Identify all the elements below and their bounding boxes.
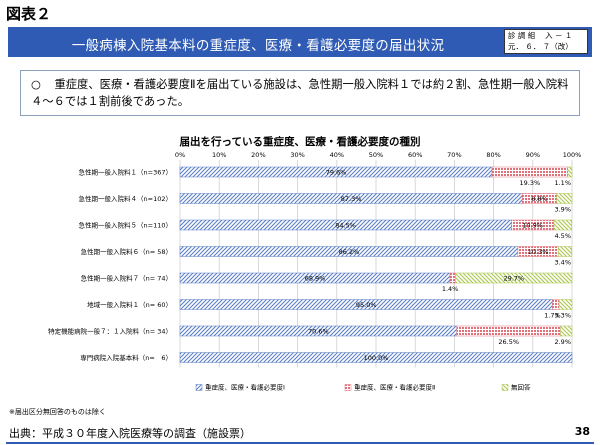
x-tick-label: 30% [290, 151, 304, 159]
category-label: 急性期一般入院料１（n=367） [79, 168, 172, 177]
x-tick-label: 60% [408, 151, 422, 159]
legend-label: 無回答 [511, 383, 531, 392]
x-tick-label: 40% [330, 151, 344, 159]
category-label: 急性期一般入院料５（n=110） [79, 221, 172, 230]
category-label: 急性期一般入院料４（n=102） [79, 194, 172, 203]
bar-segment [553, 219, 572, 231]
legend-swatch [501, 384, 509, 391]
bar-segment [456, 325, 561, 337]
data-label: 79.6% [326, 169, 347, 177]
bar-segment [455, 272, 573, 284]
bar-segment [556, 193, 573, 204]
data-label: 100.0% [364, 354, 389, 362]
page-title: 一般病棟入院基本料の重症度、医療・看護必要度の届出状況 [71, 38, 445, 54]
bar-segment [491, 166, 568, 178]
bar-segment [558, 299, 573, 310]
category-label: 特定機能病院一般７：１入院料（n= 34） [48, 327, 172, 336]
data-label: 3.3% [554, 312, 571, 320]
summary-text: ○ 重症度、医療・看護必要度Ⅱを届出ている施設は、急性期一般入院料１では約２割、… [31, 76, 573, 110]
x-tick-label: 50% [369, 151, 383, 159]
x-tick-label: 100% [563, 151, 582, 159]
x-tick-label: 10% [212, 151, 226, 159]
bar-segment [552, 299, 560, 310]
data-label: 3.9% [554, 206, 571, 214]
category-label: 急性期一般入院料６（n= 58） [81, 247, 172, 256]
data-label: 84.5% [335, 222, 356, 230]
summary-body: 重症度、医療・看護必要度Ⅱを届出ている施設は、急性期一般入院料１では約２割、急性… [31, 78, 569, 108]
reference-line-2: 元． ６． ７（改） [508, 42, 573, 51]
data-label: 1.1% [554, 179, 571, 187]
data-label: 70.6% [308, 328, 329, 336]
data-label: 10.9% [522, 222, 543, 230]
bar-segment [560, 325, 573, 337]
summary-box: ○ 重症度、医療・看護必要度Ⅱを届出ている施設は、急性期一般入院料１では約２割、… [20, 70, 580, 116]
legend-swatch [195, 384, 203, 391]
bar-segment [567, 166, 573, 178]
data-label: 68.9% [305, 275, 326, 283]
source-citation: 出典：平成３０年度入院医療等の調査（施設票） [9, 427, 251, 440]
data-label: 3.4% [554, 259, 571, 267]
category-label: 急性期一般入院料７（n= 74） [81, 274, 172, 283]
legend-label: 重症度、医療・看護必要度Ⅱ [354, 383, 435, 392]
data-label: 1.4% [442, 285, 459, 293]
data-label: 26.5% [498, 338, 519, 346]
x-tick-label: 70% [447, 151, 461, 159]
chart-title: 届出を行っている重症度、医療・看護必要度の種別 [179, 136, 421, 148]
data-label: 87.3% [341, 195, 362, 203]
footnote: ※届出区分無回答のものは除く [9, 408, 106, 416]
x-tick-label: 0% [175, 151, 185, 159]
legend-label: 重症度、医療・看護必要度Ⅰ [205, 383, 285, 392]
data-label: 29.7% [503, 275, 524, 283]
bar-segment [179, 352, 573, 363]
figure-label: 図表２ [6, 5, 52, 23]
data-label: 86.2% [339, 248, 360, 256]
category-label: 地域一般入院料１（n= 60） [87, 300, 172, 309]
reference-box: 診 調 組 入 － １ 元． ６． ７（改） [504, 29, 588, 54]
bar-segment [449, 272, 456, 284]
data-label: 1.7% [544, 312, 561, 320]
x-tick-label: 80% [486, 151, 500, 159]
data-label: 4.5% [554, 232, 571, 240]
page-number: 38 [574, 425, 590, 438]
stacked-bar-chart: 0% 10% 20% 30% 40% 50% 60% 70% 80% 90% 100% 79.6% 1… [48, 151, 582, 392]
data-label: 8.8% [531, 195, 548, 203]
data-label: 95.0% [356, 301, 377, 309]
legend-swatch [344, 384, 352, 391]
category-label: 専門病院入院基本料（n= 6） [80, 353, 172, 362]
x-tick-label: 20% [251, 151, 265, 159]
bottom-rule [6, 442, 594, 444]
data-label: 19.3% [520, 179, 541, 187]
x-tick-label: 90% [526, 151, 540, 159]
summary-bullet: ○ [31, 78, 41, 91]
bar-segment [558, 246, 572, 257]
reference-line-1: 診 調 組 入 － １ [508, 31, 573, 40]
data-label: 2.9% [554, 338, 571, 346]
title-bar: 一般病棟入院基本料の重症度、医療・看護必要度の届出状況 診 調 組 入 － １ … [8, 27, 592, 57]
data-label: 10.3% [528, 248, 549, 256]
